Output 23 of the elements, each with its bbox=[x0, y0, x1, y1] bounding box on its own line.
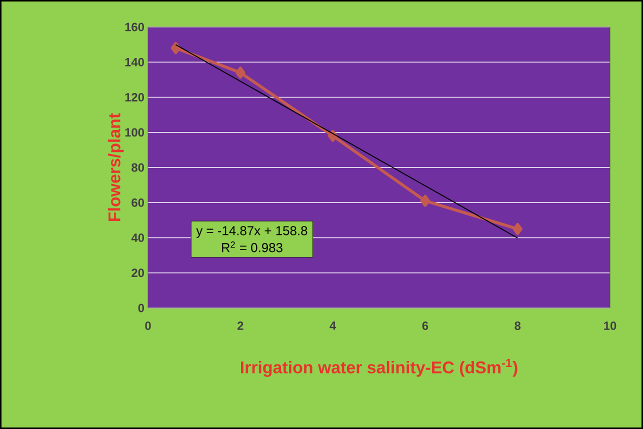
annotation: R$^{2}$ = 0.983 bbox=[222, 241, 282, 252]
point bbox=[236, 66, 246, 79]
annotation: y = -14.87x + 158.8 bbox=[196, 226, 308, 238]
point bbox=[512, 222, 522, 235]
y-tick-label: 80 bbox=[132, 163, 144, 172]
x-tick-label: 4 bbox=[330, 322, 336, 330]
x-tick-label: 10 bbox=[604, 322, 616, 330]
y-tick-label: 60 bbox=[132, 198, 144, 207]
point bbox=[170, 42, 181, 54]
y-tick-label: 0 bbox=[138, 304, 144, 312]
x-tick-label: 6 bbox=[422, 322, 428, 330]
y-tick-label: 20 bbox=[132, 268, 144, 278]
x-axis-title: Irrigation water salinity-EC (dSm$^{-1}$) bbox=[240, 358, 518, 377]
y-tick-label: 40 bbox=[131, 234, 144, 242]
y-tick-label: 120 bbox=[125, 93, 144, 102]
x-tick-label: 2 bbox=[238, 322, 244, 330]
y-tick-label: 100 bbox=[125, 128, 144, 137]
x-tick-label: 0 bbox=[145, 322, 151, 330]
y-axis-title: Flowers/plant bbox=[108, 113, 124, 221]
x-tick-label: 8 bbox=[514, 322, 521, 330]
y-tick-label: 160 bbox=[125, 22, 144, 32]
point bbox=[420, 194, 430, 207]
y-tick-label: 140 bbox=[125, 58, 144, 66]
